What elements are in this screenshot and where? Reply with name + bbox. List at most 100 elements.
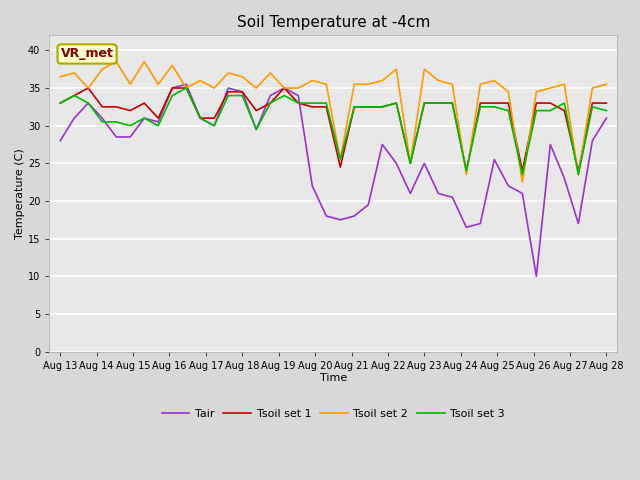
Tsoil set 1 (504, 100, 512, 106)
Tsoil set 1 (211, 115, 218, 121)
Tsoil set 3 (211, 123, 218, 129)
Tsoil set 1 (518, 168, 526, 174)
Tsoil set 3 (99, 119, 106, 125)
Tair (477, 221, 484, 227)
Tsoil set 1 (420, 100, 428, 106)
Tair (420, 160, 428, 166)
Tsoil set 1 (602, 100, 610, 106)
Tsoil set 3 (154, 123, 162, 129)
Tsoil set 3 (504, 108, 512, 113)
Tsoil set 1 (477, 100, 484, 106)
Tair (602, 115, 610, 121)
Tsoil set 1 (449, 100, 456, 106)
Tsoil set 3 (561, 100, 568, 106)
Tair (154, 119, 162, 125)
Tsoil set 2 (532, 89, 540, 95)
Tsoil set 1 (308, 104, 316, 110)
Tsoil set 3 (182, 85, 190, 91)
Text: VR_met: VR_met (61, 48, 113, 60)
Tsoil set 3 (280, 93, 288, 98)
Tsoil set 2 (602, 82, 610, 87)
Tsoil set 3 (532, 108, 540, 113)
Tsoil set 3 (547, 108, 554, 113)
Line: Tsoil set 2: Tsoil set 2 (60, 62, 606, 182)
Tsoil set 3 (490, 104, 498, 110)
Tair (56, 138, 64, 144)
Tsoil set 2 (280, 85, 288, 91)
Tair (406, 191, 414, 196)
Tsoil set 2 (420, 66, 428, 72)
Tair (518, 191, 526, 196)
Tair (196, 115, 204, 121)
Tair (547, 142, 554, 147)
Tsoil set 2 (239, 74, 246, 80)
Line: Tsoil set 1: Tsoil set 1 (60, 88, 606, 171)
Tsoil set 3 (84, 100, 92, 106)
Tsoil set 3 (463, 168, 470, 174)
Tsoil set 1 (56, 100, 64, 106)
Tsoil set 3 (140, 115, 148, 121)
Tair (378, 142, 386, 147)
Tsoil set 3 (70, 93, 78, 98)
Tsoil set 3 (449, 100, 456, 106)
Tsoil set 1 (532, 100, 540, 106)
Tsoil set 1 (575, 168, 582, 174)
Tsoil set 2 (337, 156, 344, 162)
Tair (589, 138, 596, 144)
Y-axis label: Temperature (C): Temperature (C) (15, 148, 25, 239)
Tsoil set 3 (351, 104, 358, 110)
Tsoil set 2 (140, 59, 148, 65)
X-axis label: Time: Time (319, 373, 347, 384)
Tsoil set 1 (392, 100, 400, 106)
Tair (266, 93, 274, 98)
Tsoil set 3 (378, 104, 386, 110)
Tsoil set 3 (602, 108, 610, 113)
Tair (490, 156, 498, 162)
Tsoil set 2 (308, 78, 316, 84)
Tair (239, 89, 246, 95)
Tsoil set 2 (211, 85, 218, 91)
Tsoil set 2 (547, 85, 554, 91)
Title: Soil Temperature at -4cm: Soil Temperature at -4cm (237, 15, 430, 30)
Tsoil set 3 (420, 100, 428, 106)
Tair (308, 183, 316, 189)
Tsoil set 3 (392, 100, 400, 106)
Tsoil set 2 (56, 74, 64, 80)
Tsoil set 1 (127, 108, 134, 113)
Tsoil set 2 (490, 78, 498, 84)
Tsoil set 2 (323, 82, 330, 87)
Tsoil set 2 (225, 70, 232, 76)
Tsoil set 3 (589, 104, 596, 110)
Tsoil set 1 (280, 85, 288, 91)
Tair (561, 176, 568, 181)
Tsoil set 2 (351, 82, 358, 87)
Tair (211, 123, 218, 129)
Tsoil set 3 (575, 172, 582, 178)
Tsoil set 2 (113, 59, 120, 65)
Tair (127, 134, 134, 140)
Tsoil set 2 (392, 66, 400, 72)
Tsoil set 3 (337, 156, 344, 162)
Tsoil set 1 (294, 100, 302, 106)
Tsoil set 1 (435, 100, 442, 106)
Tair (99, 115, 106, 121)
Tair (182, 82, 190, 87)
Tsoil set 2 (266, 70, 274, 76)
Tair (364, 202, 372, 207)
Tsoil set 3 (435, 100, 442, 106)
Tsoil set 1 (168, 85, 176, 91)
Tsoil set 1 (182, 85, 190, 91)
Tsoil set 3 (196, 115, 204, 121)
Tsoil set 1 (154, 115, 162, 121)
Tsoil set 1 (561, 108, 568, 113)
Tsoil set 3 (364, 104, 372, 110)
Line: Tsoil set 3: Tsoil set 3 (60, 88, 606, 175)
Tair (294, 93, 302, 98)
Tsoil set 2 (364, 82, 372, 87)
Line: Tair: Tair (60, 84, 606, 276)
Tair (252, 127, 260, 132)
Tsoil set 3 (113, 119, 120, 125)
Tsoil set 3 (518, 172, 526, 178)
Tair (225, 85, 232, 91)
Tsoil set 1 (490, 100, 498, 106)
